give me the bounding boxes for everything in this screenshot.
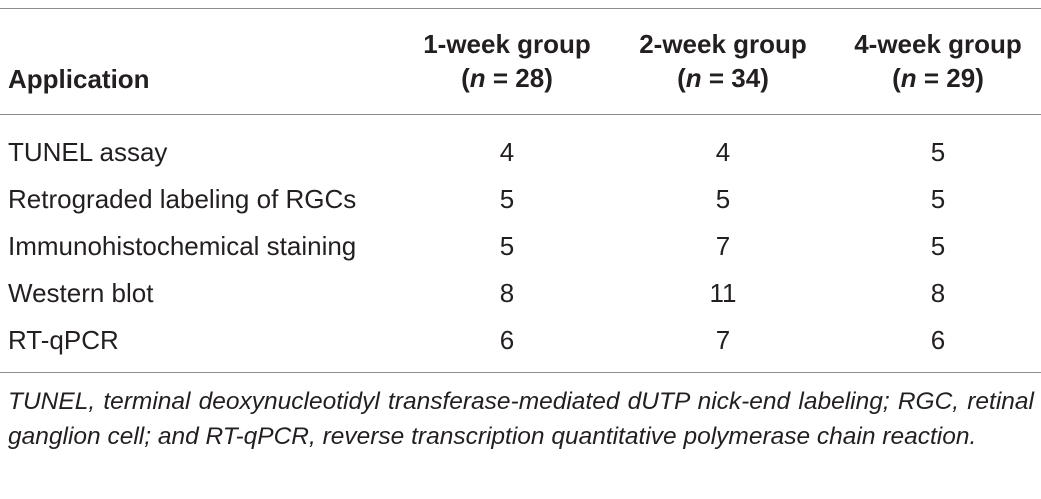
table-row: Western blot 8 11 8 [0, 275, 1041, 311]
cell-4-week: 8 [930, 278, 946, 308]
header-label: 2-week group [639, 29, 807, 59]
table-top-rule [0, 8, 1041, 9]
header-sample-size: (n = 34) [677, 63, 769, 93]
header-sample-size: (n = 28) [461, 63, 553, 93]
cell-1-week: 5 [499, 184, 515, 214]
header-sample-size: (n = 29) [892, 63, 984, 93]
cell-1-week: 6 [499, 325, 515, 355]
header-1-week-group: 1-week group (n = 28) [407, 27, 607, 95]
cell-2-week: 7 [715, 231, 731, 261]
cell-1-week: 8 [499, 278, 515, 308]
table-footnote: TUNEL, terminal deoxynucleotidyl transfe… [8, 388, 1034, 450]
cell-2-week: 4 [715, 137, 731, 167]
cell-2-week: 11 [709, 278, 737, 308]
table-row: Immunohistochemical staining 5 7 5 [0, 228, 1041, 264]
table-bottom-rule [0, 372, 1041, 373]
cell-4-week: 5 [930, 137, 946, 167]
cell-4-week: 6 [930, 325, 946, 355]
row-application: Immunohistochemical staining [8, 231, 357, 261]
header-label: 4-week group [854, 29, 1022, 59]
table-header-rule [0, 114, 1041, 115]
row-application: RT-qPCR [8, 325, 119, 355]
table-row: Retrograded labeling of RGCs 5 5 5 [0, 181, 1041, 217]
cell-2-week: 5 [715, 184, 731, 214]
cell-1-week: 5 [499, 231, 515, 261]
header-4-week-group: 4-week group (n = 29) [838, 27, 1038, 95]
row-application: Western blot [8, 278, 154, 308]
header-application: Application [8, 64, 150, 94]
row-application: Retrograded labeling of RGCs [8, 184, 357, 214]
cell-1-week: 4 [499, 137, 515, 167]
cell-4-week: 5 [930, 231, 946, 261]
table-row: RT-qPCR 6 7 6 [0, 322, 1041, 358]
cell-2-week: 7 [715, 325, 731, 355]
table-row: TUNEL assay 4 4 5 [0, 134, 1041, 170]
cell-4-week: 5 [930, 184, 946, 214]
header-2-week-group: 2-week group (n = 34) [623, 27, 823, 95]
row-application: TUNEL assay [8, 137, 168, 167]
header-label: 1-week group [423, 29, 591, 59]
